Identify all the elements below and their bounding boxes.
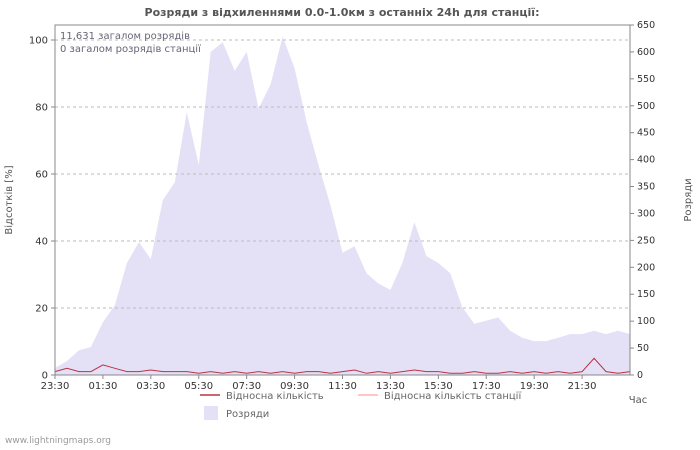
legend-label-station-relative-count: Відносна кількість станції bbox=[384, 390, 521, 402]
svg-text:500: 500 bbox=[637, 101, 655, 112]
svg-text:23:30: 23:30 bbox=[41, 381, 70, 392]
svg-text:11:30: 11:30 bbox=[328, 381, 357, 392]
legend-label-discharges: Розряди bbox=[226, 409, 269, 420]
y-axis-label-right: Розряди bbox=[683, 178, 694, 221]
svg-text:01:30: 01:30 bbox=[89, 381, 118, 392]
svg-text:100: 100 bbox=[637, 316, 655, 327]
svg-text:0: 0 bbox=[42, 371, 48, 382]
svg-text:40: 40 bbox=[35, 237, 48, 248]
svg-text:17:30: 17:30 bbox=[472, 381, 501, 392]
legend-label-relative-count: Відносна кількість bbox=[226, 390, 324, 402]
svg-text:09:30: 09:30 bbox=[280, 381, 309, 392]
svg-text:19:30: 19:30 bbox=[520, 381, 549, 392]
axis-ticks-and-labels: 0 20 40 60 80 100 0 50 100 150 200 250 300 350 400 450 5… bbox=[29, 20, 655, 392]
svg-text:05:30: 05:30 bbox=[184, 381, 213, 392]
svg-text:100: 100 bbox=[29, 36, 48, 47]
svg-text:07:30: 07:30 bbox=[232, 381, 261, 392]
svg-text:21:30: 21:30 bbox=[568, 381, 597, 392]
svg-text:450: 450 bbox=[637, 128, 655, 139]
footer-site-link[interactable]: www.lightningmaps.org bbox=[5, 436, 111, 446]
chart-title: Розряди з відхиленнями 0.0-1.0км з остан… bbox=[145, 6, 540, 19]
svg-text:80: 80 bbox=[35, 103, 48, 114]
svg-text:300: 300 bbox=[637, 208, 655, 219]
svg-text:400: 400 bbox=[637, 155, 655, 166]
y-axis-label-left: Відсотків [%] bbox=[3, 165, 15, 234]
svg-text:50: 50 bbox=[637, 343, 649, 354]
svg-text:13:30: 13:30 bbox=[376, 381, 405, 392]
plot-frame bbox=[54, 24, 631, 376]
legend-swatch-discharges bbox=[204, 406, 218, 420]
legend: Відносна кількість Відносна кількість ст… bbox=[200, 390, 521, 420]
x-axis-label: Час bbox=[629, 395, 647, 406]
svg-text:350: 350 bbox=[637, 182, 655, 193]
svg-text:200: 200 bbox=[637, 262, 655, 273]
svg-text:550: 550 bbox=[637, 74, 655, 85]
svg-text:250: 250 bbox=[637, 235, 655, 246]
svg-text:20: 20 bbox=[35, 304, 48, 315]
svg-text:03:30: 03:30 bbox=[136, 381, 165, 392]
svg-text:600: 600 bbox=[637, 47, 655, 58]
svg-text:0: 0 bbox=[637, 370, 643, 381]
annotation-station-discharges: 0 загалом розрядів станції bbox=[60, 43, 201, 55]
svg-text:15:30: 15:30 bbox=[424, 381, 453, 392]
annotation-total-discharges: 11,631 загалом розрядів bbox=[60, 30, 190, 42]
area-series-discharges bbox=[55, 36, 630, 376]
svg-text:650: 650 bbox=[637, 20, 655, 31]
svg-text:150: 150 bbox=[637, 289, 655, 300]
svg-text:60: 60 bbox=[35, 170, 48, 181]
